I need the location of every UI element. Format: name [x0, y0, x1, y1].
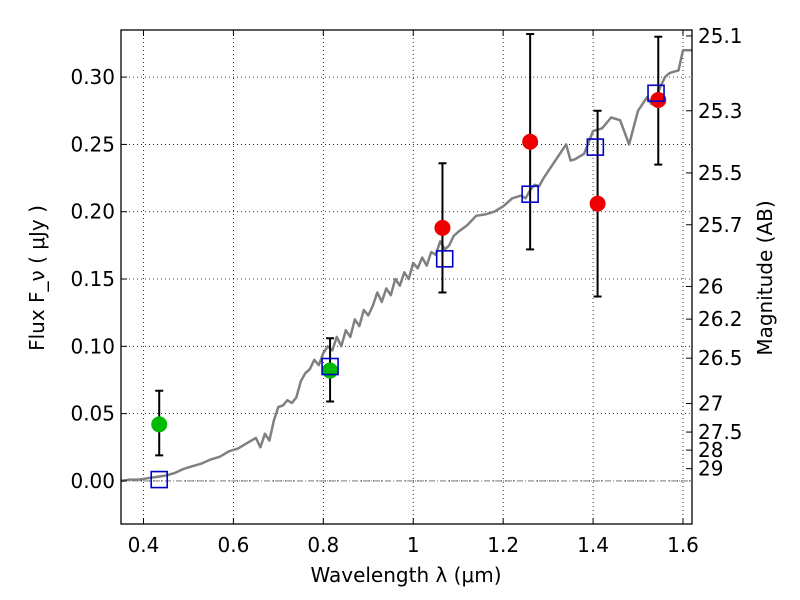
x-tick-label: 0.6 [217, 533, 249, 557]
x-tick-label: 0.4 [128, 533, 160, 557]
x-tick-label: 1 [407, 533, 420, 557]
y-tick-label: 0.20 [70, 200, 115, 224]
right-tick-label: 26 [698, 274, 723, 298]
red-data-point [434, 219, 451, 236]
y-tick-label: 0.05 [70, 402, 115, 426]
green-data-point [322, 362, 339, 379]
model-square-point [150, 470, 169, 489]
y-axis-ticks: 0.00 0.05 0.10 0.15 0.20 0.25 0.30 [70, 65, 127, 493]
right-tick-label: 29 [698, 457, 723, 481]
y-tick-label: 0.00 [70, 469, 115, 493]
errorbars [155, 33, 663, 457]
x-tick-label: 1.6 [667, 533, 699, 557]
x-tick-label: 1.4 [577, 533, 609, 557]
plot-frame [120, 29, 693, 525]
axes-frame [120, 29, 693, 525]
right-tick-label: 26.5 [698, 346, 743, 370]
model-square-point [647, 84, 665, 103]
right-tick-label: 27 [698, 392, 723, 416]
y-tick-label: 0.30 [70, 65, 115, 89]
x-tick-label: 1.2 [487, 533, 519, 557]
y-tick-label: 0.10 [70, 334, 115, 358]
right-tick-label: 25.1 [698, 24, 743, 48]
right-tick-label: 28 [698, 438, 723, 462]
y-tick-label: 0.25 [70, 132, 115, 156]
right-tick-label: 26.2 [698, 307, 743, 331]
red-data-point [589, 195, 606, 212]
red-data-point [650, 91, 667, 108]
y-axis-label: Flux F_ν ( μJy ) [25, 205, 49, 351]
right-tick-label: 27.5 [698, 420, 743, 444]
right-tick-label: 25.7 [698, 213, 743, 237]
model-square-point [321, 357, 339, 376]
x-axis-label: Wavelength λ (μm) [310, 563, 501, 587]
red-data-point [522, 133, 539, 150]
x-axis-ticks: 0.4 0.6 0.8 1 1.2 1.4 1.6 [128, 30, 699, 557]
model-square-point [586, 138, 605, 156]
model-square-point [435, 250, 454, 268]
green-data-point [151, 416, 168, 433]
model-spectrum-layer [120, 48, 692, 483]
right-tick-label: 25.5 [698, 161, 743, 185]
model-spectrum-line [120, 48, 692, 483]
model-square-point [521, 185, 539, 204]
right-tick-label: 25.3 [698, 99, 743, 123]
data-points [150, 84, 667, 489]
right-axis-label: Magnitude (AB) [753, 200, 777, 355]
y-tick-label: 0.15 [70, 267, 115, 291]
x-tick-label: 0.8 [307, 533, 339, 557]
